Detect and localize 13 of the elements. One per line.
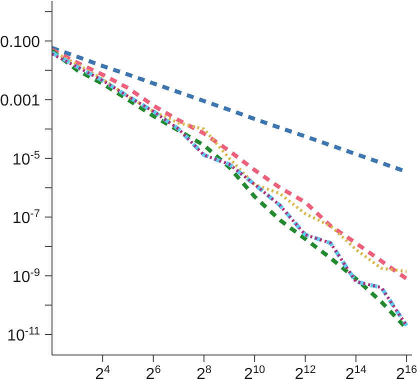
x-tick-label: 2$^{10}$ — [244, 364, 266, 382]
x-tick-label: 2$^{8}$ — [196, 364, 212, 382]
x-tick-label: 2$^{14}$ — [345, 364, 367, 382]
y-tick-label: 10$^{-11}$ — [7, 325, 40, 344]
y-tick-label: 10$^{-9}$ — [12, 266, 40, 286]
x-tick-label: 2$^{6}$ — [146, 364, 161, 382]
y-tick-label: 0.001 — [0, 92, 40, 110]
y-tick-label: 10$^{-5}$ — [12, 149, 40, 168]
x-tick-label: 2$^{4}$ — [95, 364, 110, 382]
x-tick-label: 2$^{12}$ — [294, 364, 316, 382]
y-tick-label: 0.100 — [0, 34, 40, 51]
x-tick-label: 2$^{16}$ — [396, 364, 418, 382]
y-tick-label: 10$^{-7}$ — [12, 208, 40, 228]
